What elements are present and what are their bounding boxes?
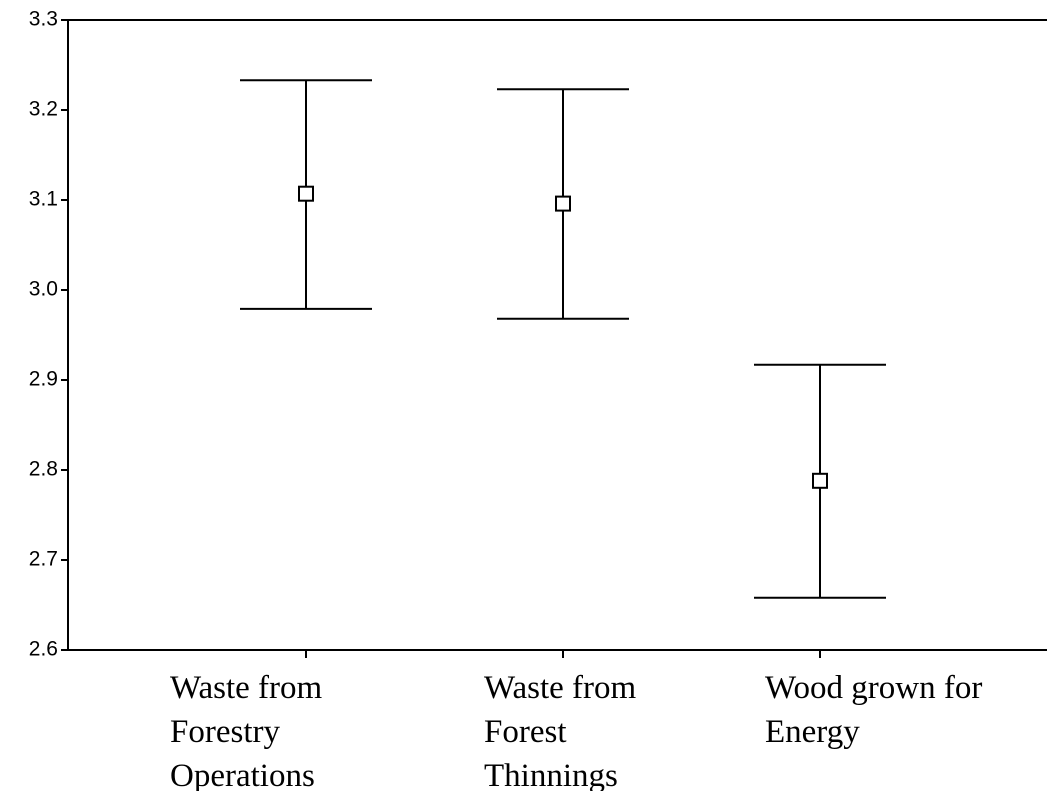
y-tick-label: 2.6 bbox=[29, 638, 58, 661]
y-tick-label: 3.1 bbox=[29, 188, 58, 211]
y-tick-label: 2.9 bbox=[29, 368, 58, 391]
mean-marker bbox=[555, 195, 571, 212]
mean-marker bbox=[298, 185, 314, 202]
y-tick-label: 3.2 bbox=[29, 98, 58, 121]
x-tick-label: Waste from Forest Thinnings bbox=[484, 670, 637, 791]
y-tick-label: 2.7 bbox=[29, 548, 58, 571]
y-tick-label: 2.8 bbox=[29, 458, 58, 481]
x-tick-label: Waste from Forestry Operations bbox=[170, 670, 323, 791]
x-tick-label: Wood grown for Energy bbox=[765, 670, 983, 750]
y-tick-label: 3.0 bbox=[29, 278, 58, 301]
y-tick-label: 3.3 bbox=[29, 8, 58, 31]
mean-marker bbox=[812, 472, 828, 489]
